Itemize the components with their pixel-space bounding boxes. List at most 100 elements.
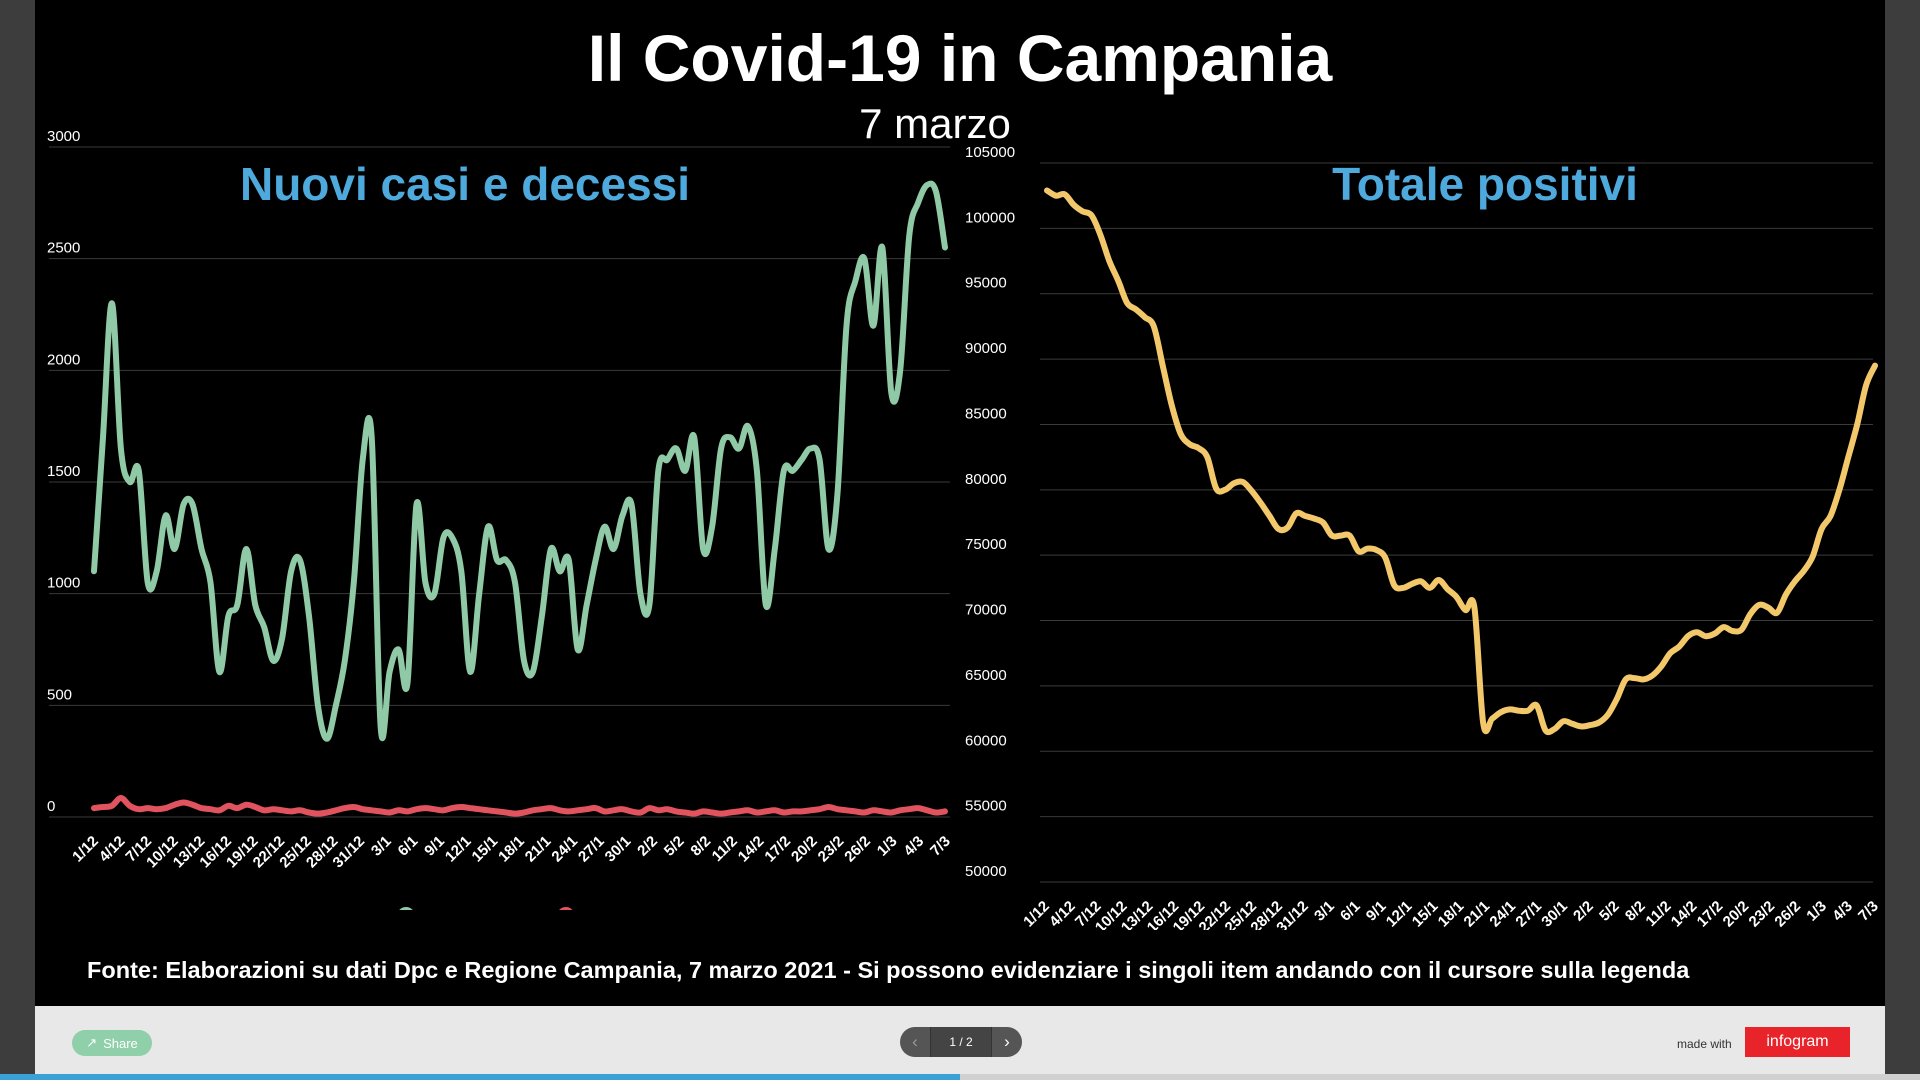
data-point <box>576 809 579 812</box>
x-tick-label: 23/2 <box>815 833 848 866</box>
data-point <box>944 810 946 813</box>
data-point <box>693 436 695 439</box>
data-point <box>854 810 857 813</box>
data-point <box>120 447 122 450</box>
footer-bar: ↗ Share ‹ 1 / 2 › made with infogram <box>35 1006 1885 1074</box>
progress-bar <box>0 1074 1920 1080</box>
data-point <box>352 806 355 808</box>
data-point <box>406 682 409 684</box>
x-tick-label: 26/2 <box>841 833 874 866</box>
series-line <box>91 795 948 817</box>
data-point <box>1535 704 1538 707</box>
data-point <box>559 570 561 573</box>
data-point <box>1722 626 1725 628</box>
data-point <box>1153 325 1155 328</box>
data-point <box>800 810 803 813</box>
x-tick-label: 27/1 <box>1512 898 1545 930</box>
infogram-logo[interactable]: infogram <box>1745 1027 1850 1057</box>
data-point <box>756 470 758 472</box>
data-point <box>1402 587 1404 589</box>
x-tick-label: 6/1 <box>395 833 422 860</box>
data-point <box>379 726 382 729</box>
data-point <box>1856 423 1858 426</box>
chevron-right-icon: › <box>1004 1032 1010 1051</box>
x-tick-label: 1/3 <box>1803 898 1830 925</box>
data-point <box>765 810 767 813</box>
data-point <box>603 525 606 528</box>
data-point <box>782 470 785 472</box>
data-point <box>1348 534 1351 537</box>
data-point <box>370 809 373 812</box>
data-point <box>1268 515 1271 517</box>
data-point <box>1802 570 1805 572</box>
data-point <box>1829 515 1832 517</box>
data-point <box>648 604 651 606</box>
y-tick-label: 1500 <box>47 463 80 480</box>
data-point <box>567 810 570 813</box>
data-point <box>111 302 113 305</box>
data-point <box>585 604 588 606</box>
x-tick-label: 23/2 <box>1746 898 1779 930</box>
data-point <box>361 458 364 461</box>
data-point <box>1616 698 1618 700</box>
data-point <box>738 447 740 450</box>
data-point <box>890 391 893 394</box>
y-tick-label: 3000 <box>47 130 80 145</box>
data-point <box>290 570 292 573</box>
data-point <box>1393 584 1396 587</box>
data-point <box>1055 194 1057 197</box>
data-point <box>872 809 875 812</box>
page-indicator: 1 / 2 <box>930 1027 992 1057</box>
chart-title: Nuovi casi e decessi <box>240 158 690 210</box>
data-point <box>272 659 274 662</box>
data-point <box>451 807 454 809</box>
data-point <box>1384 556 1387 559</box>
data-point <box>1161 364 1164 367</box>
data-point <box>182 503 185 506</box>
x-tick-label: 4/3 <box>1829 898 1856 925</box>
data-point <box>774 548 776 550</box>
prev-page-button[interactable]: ‹ <box>900 1027 930 1057</box>
share-button[interactable]: ↗ Share <box>72 1030 152 1056</box>
next-page-button[interactable]: › <box>992 1027 1022 1057</box>
data-point <box>1687 635 1689 638</box>
data-point <box>129 481 131 483</box>
page-navigator: ‹ 1 / 2 › <box>900 1027 1022 1057</box>
data-point <box>120 797 122 799</box>
data-point <box>1046 189 1048 192</box>
data-point <box>1135 308 1137 311</box>
data-point <box>1607 713 1609 716</box>
data-point <box>1785 593 1787 596</box>
data-point <box>711 525 713 528</box>
data-point <box>559 809 561 812</box>
x-tick-label: 7/3 <box>1855 898 1882 925</box>
data-point <box>397 648 400 651</box>
data-point <box>917 807 919 809</box>
data-point <box>1188 443 1191 445</box>
data-point <box>1313 517 1315 520</box>
data-point <box>397 809 400 812</box>
x-tick-label: 5/2 <box>1596 898 1623 925</box>
data-point <box>1794 580 1796 583</box>
data-point <box>675 810 678 813</box>
data-point <box>594 807 597 809</box>
data-point <box>523 811 525 814</box>
data-point <box>1811 555 1814 558</box>
y-tick-label: 90000 <box>965 340 1007 357</box>
data-point <box>433 592 436 595</box>
data-point <box>281 637 283 640</box>
data-point <box>1740 628 1743 631</box>
data-point <box>344 659 346 662</box>
data-point <box>738 810 740 813</box>
x-tick-label: 20/2 <box>1720 898 1753 930</box>
data-point <box>1642 678 1645 681</box>
data-point <box>487 525 489 528</box>
data-point <box>406 810 409 813</box>
y-tick-label: 1000 <box>47 575 80 592</box>
x-tick-label: 31/12 <box>330 833 369 872</box>
data-point <box>1286 526 1289 529</box>
x-tick-label: 12/1 <box>1383 898 1416 930</box>
data-point <box>102 806 104 808</box>
data-point <box>191 503 194 506</box>
x-tick-label: 15/1 <box>469 833 502 866</box>
